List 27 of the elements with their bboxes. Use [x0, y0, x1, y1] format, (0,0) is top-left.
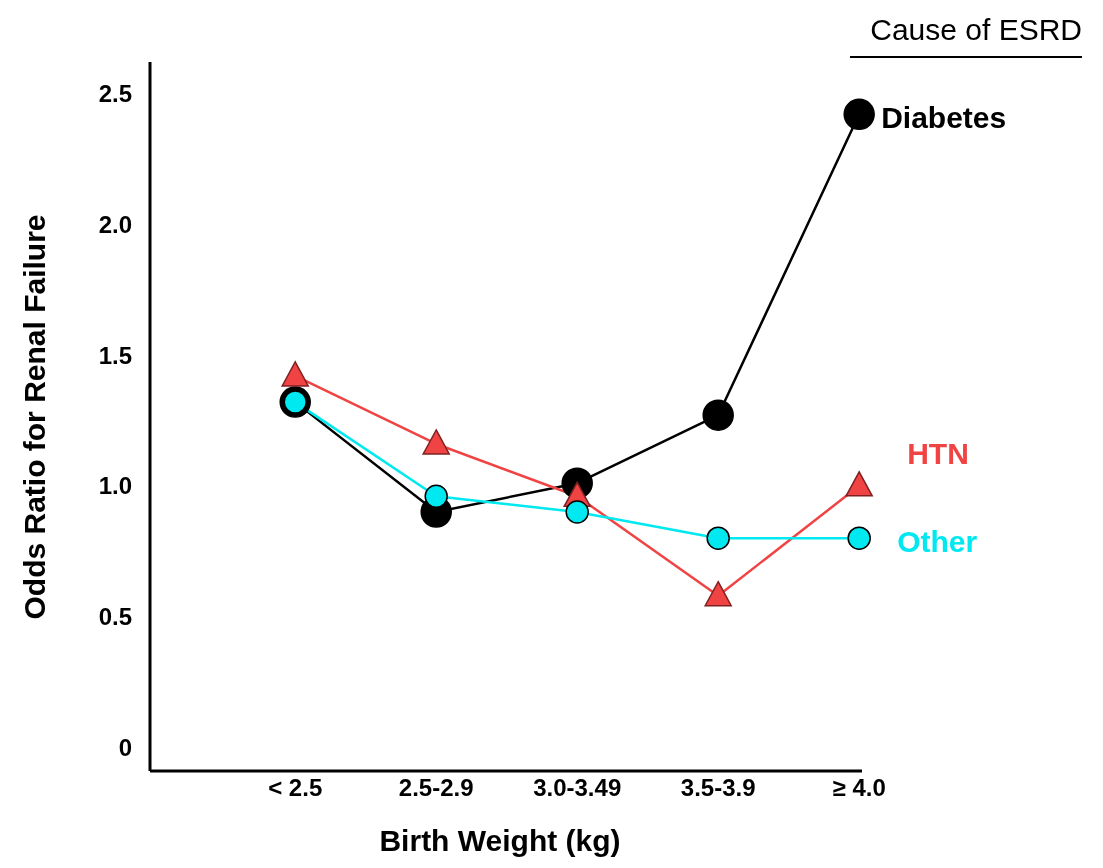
- x-tick-label: < 2.5: [268, 774, 323, 802]
- point: [281, 361, 309, 387]
- y-tick-label: 0: [118, 733, 132, 761]
- x-tick-label: 3.0-3.49: [533, 774, 622, 802]
- y-tick-label: 1.0: [98, 472, 132, 500]
- x-tick-label: 2.5-2.9: [398, 774, 474, 802]
- point: [845, 471, 873, 497]
- y-axis-title: Odds Ratio for Renal Failure: [17, 212, 52, 622]
- y-tick-label: 2.0: [98, 210, 132, 238]
- point: [704, 580, 732, 607]
- point: [424, 484, 448, 509]
- series-label: Diabetes: [881, 101, 1007, 135]
- point: [843, 98, 875, 131]
- series-label: Other: [897, 525, 978, 559]
- point: [565, 500, 589, 524]
- x-tick-label: ≥ 4.0: [832, 774, 886, 802]
- y-tick-label: 1.5: [98, 341, 132, 369]
- x-axis-title: Birth Weight (kg): [378, 823, 622, 859]
- point: [706, 526, 730, 550]
- y-tick-label: 0.5: [98, 603, 132, 631]
- y-tick-label: 2.5: [98, 79, 132, 107]
- point: [847, 526, 871, 550]
- point: [702, 399, 734, 431]
- series-label: HTN: [907, 436, 969, 470]
- point: [422, 429, 450, 455]
- legend-title: Cause of ESRD: [850, 10, 1082, 58]
- x-tick-label: 3.5-3.9: [680, 774, 756, 802]
